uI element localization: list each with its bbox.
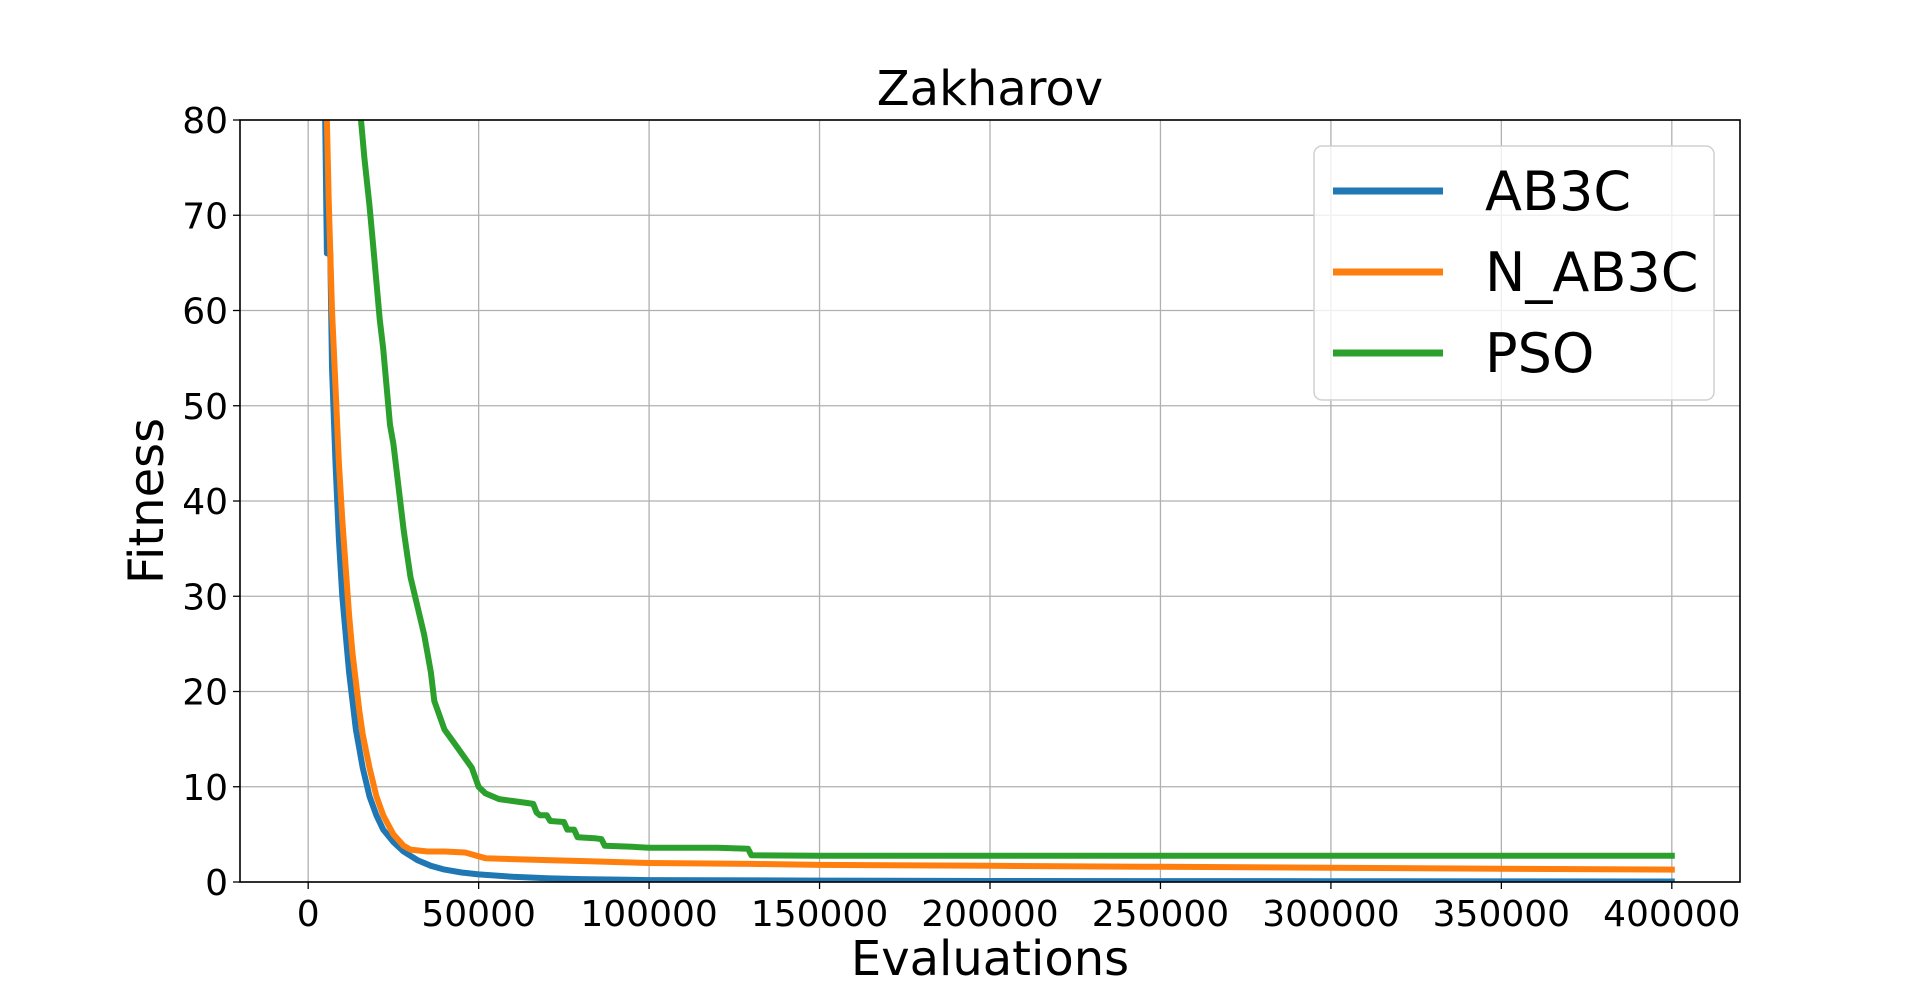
series-line-n-ab3c [323, 120, 1675, 873]
legend-label-ab3c: AB3C [1485, 160, 1631, 223]
y-tick-label: 20 [182, 673, 228, 714]
x-tick-label: 50000 [421, 894, 536, 935]
y-tick-label: 70 [182, 196, 228, 237]
y-tick-label: 40 [182, 482, 228, 523]
x-tick-label: 150000 [751, 894, 888, 935]
chart-title: Zakharov [877, 61, 1103, 117]
x-tick-label: 200000 [921, 894, 1058, 935]
x-tick-label: 300000 [1262, 894, 1399, 935]
legend-label-n-ab3c: N_AB3C [1485, 241, 1698, 304]
legend-frame [1313, 145, 1715, 401]
y-tick-label: 10 [182, 768, 228, 809]
x-tick-label: 400000 [1603, 894, 1740, 935]
x-tick-label: 0 [297, 894, 320, 935]
y-tick-label: 0 [205, 863, 228, 904]
y-tick-label: 30 [182, 577, 228, 618]
series-lines [322, 120, 1675, 882]
axis-ticks: 0 50000 100000 150000 200000 250000 300000 3500… [182, 101, 1740, 935]
y-axis-title: Fitness [119, 418, 175, 584]
x-tick-label: 250000 [1092, 894, 1229, 935]
y-tick-label: 60 [182, 292, 228, 333]
y-tick-label: 80 [182, 101, 228, 142]
x-axis-title: Evaluations [851, 931, 1129, 983]
x-tick-label: 100000 [580, 894, 717, 935]
series-line-ab3c [322, 120, 1675, 882]
legend-label-pso: PSO [1485, 322, 1594, 385]
series-line-pso [357, 120, 1675, 859]
legend: AB3C N_AB3C PSO [1313, 145, 1715, 401]
plot-frame [239, 119, 1741, 883]
x-tick-label: 350000 [1433, 894, 1570, 935]
y-tick-label: 50 [182, 387, 228, 428]
